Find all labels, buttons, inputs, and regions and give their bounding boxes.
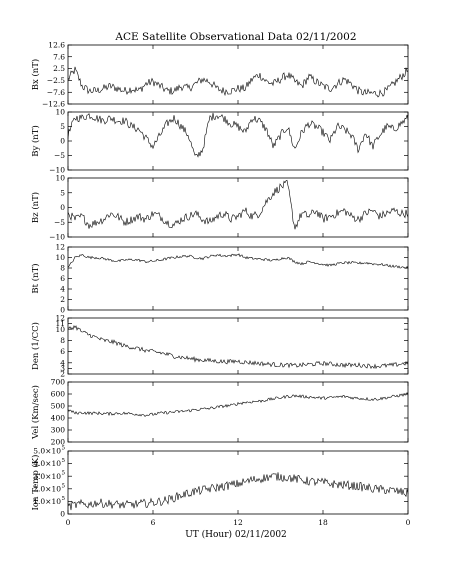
panel-den-series bbox=[67, 325, 409, 370]
y-tick-label: 12.6 bbox=[48, 41, 65, 50]
y-tick-label: 2.5 bbox=[53, 64, 65, 73]
panel-bx-series bbox=[67, 66, 409, 98]
y-tick-label: 3.0×10 bbox=[33, 472, 61, 481]
y-tick-label: 0 bbox=[60, 137, 65, 146]
y-tick-label: 4.0×10 bbox=[33, 459, 61, 468]
y-tick-label: 5 bbox=[60, 122, 65, 131]
chart-title: ACE Satellite Observational Data 02/11/2… bbox=[114, 31, 356, 43]
y-tick-label: 2 bbox=[60, 370, 65, 379]
y-tick-label: 1.0×10 bbox=[33, 497, 61, 506]
panel-vel: 700 600 500 400 300 200 Vel (Km/sec) bbox=[30, 378, 409, 447]
y-tick-label: 0 bbox=[60, 510, 65, 519]
panel-by-frame bbox=[67, 111, 409, 171]
panel-bt-frame bbox=[67, 246, 409, 311]
y-tick-label: 3 bbox=[60, 364, 65, 373]
y-tick-label: 700 bbox=[51, 378, 66, 387]
y-tick-label: −2.5 bbox=[47, 76, 65, 85]
panel-bz-frame bbox=[67, 177, 409, 238]
y-tick-label: 600 bbox=[51, 390, 66, 399]
panel-vel-series bbox=[67, 392, 409, 417]
y-tick-label: 4 bbox=[60, 358, 65, 367]
panel-bx-ylabel: Bx (nT) bbox=[30, 59, 41, 91]
panel-bt-ylabel: Bt (nT) bbox=[30, 263, 41, 293]
y-tick-label: 0 bbox=[60, 306, 65, 315]
panel-vel-frame bbox=[67, 381, 409, 443]
y-tick-label: 10 bbox=[55, 108, 65, 117]
panel-den-ylabel: Den (1/CC) bbox=[30, 322, 41, 370]
panel-by-ylabel: By (nT) bbox=[30, 125, 41, 157]
y-tick-label: 11 bbox=[55, 319, 65, 328]
y-tick-label: −12.6 bbox=[42, 100, 65, 109]
panel-vel-ylabel: Vel (Km/sec) bbox=[30, 385, 41, 440]
y-tick-label: 200 bbox=[51, 438, 66, 447]
y-tick-label: 12 bbox=[55, 314, 65, 323]
panel-bt-series bbox=[67, 253, 409, 269]
y-tick-label: 10 bbox=[55, 253, 65, 262]
y-tick-label: 0 bbox=[60, 203, 65, 212]
y-tick-label: 7.6 bbox=[53, 52, 65, 61]
y-tick-label: −10 bbox=[49, 233, 65, 242]
y-tick-label: 2 bbox=[60, 295, 65, 304]
y-tick-label: 6 bbox=[60, 274, 65, 283]
panels: 12.6 7.6 2.5 −2.5 −7.6 −12.6Bx (nT) 10 5 0 −5 −10 B… bbox=[30, 41, 409, 519]
x-axis: 0 6 12 18 0 bbox=[66, 518, 411, 527]
x-tick-label: 12 bbox=[233, 518, 243, 527]
y-tick-label: 10 bbox=[55, 174, 65, 183]
panel-temp-ylabel: Ion Temp (K) bbox=[30, 455, 41, 511]
y-tick-label: 10 bbox=[55, 325, 65, 334]
y-tick-exponent: 5 bbox=[62, 496, 66, 502]
y-tick-label: 8 bbox=[60, 264, 65, 273]
panel-bx: 12.6 7.6 2.5 −2.5 −7.6 −12.6Bx (nT) bbox=[30, 41, 409, 109]
y-tick-exponent: 5 bbox=[62, 471, 66, 477]
panel-den-frame bbox=[67, 317, 409, 375]
x-tick-label: 0 bbox=[66, 518, 71, 527]
y-tick-exponent: 5 bbox=[62, 458, 66, 464]
y-tick-label: 5.0×10 bbox=[33, 447, 61, 456]
panel-temp: 5.0×10 54.0×10 53.0×10 52.0×10 51.0×10 50Ion … bbox=[30, 446, 409, 519]
panel-bz-series bbox=[67, 179, 409, 230]
y-tick-label: −5 bbox=[54, 218, 65, 227]
y-tick-label: 6 bbox=[60, 347, 65, 356]
y-tick-label: 300 bbox=[51, 426, 66, 435]
x-tick-label: 0 bbox=[406, 518, 411, 527]
y-tick-label: 5 bbox=[60, 188, 65, 197]
y-tick-exponent: 5 bbox=[62, 483, 66, 489]
panel-bx-frame bbox=[67, 44, 409, 105]
y-tick-label: 4 bbox=[60, 285, 65, 294]
panel-bz: 10 5 0 −5 −10 Bz (nT) bbox=[30, 174, 409, 242]
y-tick-exponent: 5 bbox=[62, 446, 66, 452]
x-tick-label: 6 bbox=[151, 518, 156, 527]
x-tick-label: 18 bbox=[318, 518, 328, 527]
y-tick-label: 8 bbox=[60, 336, 65, 345]
y-tick-label: 500 bbox=[51, 402, 66, 411]
y-tick-label: 2.0×10 bbox=[33, 484, 61, 493]
panel-temp-series bbox=[67, 472, 409, 511]
y-tick-label: −7.6 bbox=[47, 88, 65, 97]
panel-by: 10 5 0 −5 −10 By (nT) bbox=[30, 108, 409, 175]
y-tick-label: 400 bbox=[51, 414, 66, 423]
y-tick-label: −5 bbox=[54, 151, 65, 160]
panel-bz-ylabel: Bz (nT) bbox=[30, 192, 41, 223]
panel-by-series bbox=[67, 112, 409, 158]
y-tick-label: 12 bbox=[55, 243, 65, 252]
y-tick-label: −10 bbox=[49, 166, 65, 175]
x-axis-label: UT (Hour) 02/11/2002 bbox=[185, 529, 287, 540]
